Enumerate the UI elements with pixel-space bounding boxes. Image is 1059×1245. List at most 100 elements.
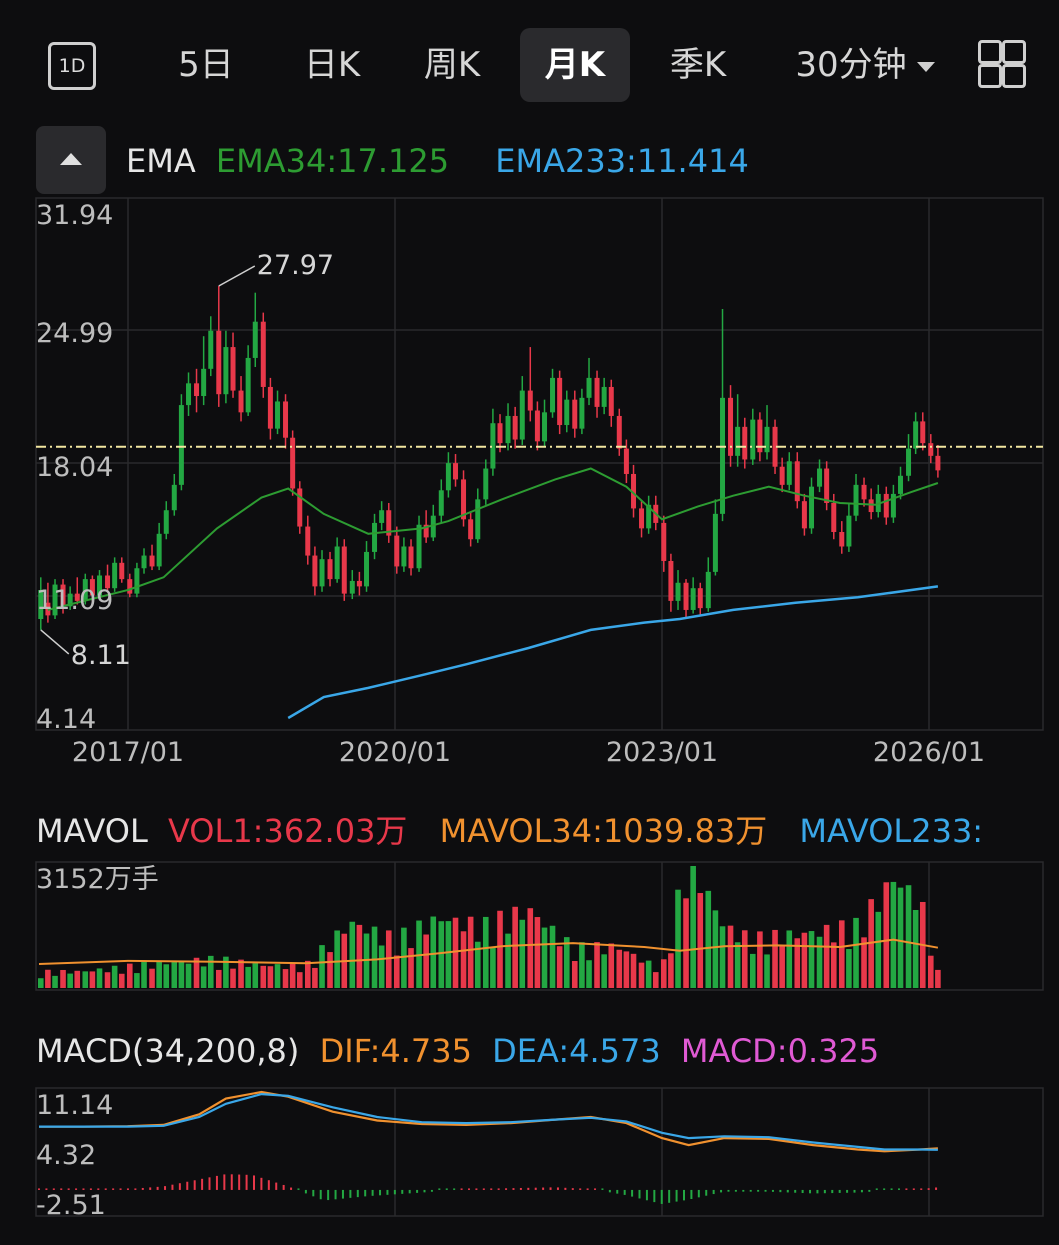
candle-body <box>512 415 518 440</box>
volume-scale-label: 3152万手 <box>36 864 159 895</box>
candle-body <box>52 584 58 616</box>
low-annotation: 8.11 <box>71 640 131 671</box>
volume-bar <box>282 969 289 988</box>
volume-bar <box>838 920 845 988</box>
volume-bar <box>45 969 51 988</box>
volume-bar <box>541 927 548 988</box>
candle-body <box>216 330 222 395</box>
volume-bar <box>401 927 407 988</box>
candle-body <box>757 419 763 453</box>
tab-5day[interactable]: 5日 <box>178 45 234 85</box>
candle-body <box>631 473 637 509</box>
y-tick-label: 11.09 <box>36 585 113 616</box>
volume-bar <box>497 910 503 988</box>
volume-bar <box>163 964 170 988</box>
candle-body <box>772 426 778 467</box>
candle-body <box>928 443 934 456</box>
volume-bar <box>82 971 89 988</box>
volume-bar <box>430 916 437 988</box>
candle-body <box>668 560 674 601</box>
candle-body <box>505 415 511 444</box>
candle-body <box>60 584 66 607</box>
volume-bar <box>371 926 378 988</box>
volume-bar <box>719 926 726 988</box>
ema-legend: EMA EMA34:17.125 EMA233:11.414 <box>126 142 759 180</box>
candle-body <box>890 493 896 518</box>
candle-body <box>497 423 503 444</box>
volume-bar <box>683 898 689 988</box>
volume-bar <box>883 882 890 988</box>
tab-daily-k[interactable]: 日K <box>303 45 361 85</box>
volume-bar <box>304 960 311 988</box>
candle-body <box>201 368 207 397</box>
candle-body <box>245 357 251 413</box>
candle-body <box>341 546 347 594</box>
tab-monthly-k[interactable]: 月K <box>520 28 630 102</box>
volume-bar <box>697 893 704 988</box>
ema34-line <box>47 467 939 611</box>
candle-body <box>186 383 192 406</box>
volume-bar <box>616 949 623 988</box>
candle-body <box>705 571 711 609</box>
tab-30min[interactable]: 30分钟 <box>780 28 950 102</box>
candle-body <box>764 426 770 453</box>
volume-bar <box>267 966 274 988</box>
volume-bar <box>846 949 852 988</box>
candle-body <box>817 468 823 487</box>
candle-body <box>194 383 200 397</box>
volume-bar <box>571 961 578 988</box>
macd-legend-title: MACD(34,200,8) <box>36 1032 300 1070</box>
volume-bar <box>594 942 600 988</box>
ema-legend-title: EMA <box>126 142 196 180</box>
grid-layout-icon[interactable] <box>978 40 1026 88</box>
volume-bar <box>207 955 214 988</box>
candle-body <box>527 390 533 411</box>
volume-bar <box>705 890 712 988</box>
candle-body <box>742 426 748 460</box>
volume-bar <box>512 906 518 988</box>
volume-bar <box>423 934 429 988</box>
volume-bar <box>296 972 303 988</box>
volume-bar <box>935 969 941 988</box>
candle-body <box>920 421 926 444</box>
candle-body <box>156 533 162 567</box>
volume-bar <box>245 966 251 988</box>
mavol34-line <box>38 938 939 965</box>
tab-1d[interactable]: 1D <box>48 42 96 90</box>
volume-bar <box>897 887 904 988</box>
volume-bar <box>104 972 111 988</box>
volume-bar <box>37 978 44 988</box>
volume-bar <box>185 963 192 988</box>
volume-bar <box>519 919 526 988</box>
tab-30min-label: 30分钟 <box>795 45 907 85</box>
candle-body <box>468 519 474 540</box>
volume-bar <box>289 963 296 988</box>
volume-bar <box>861 937 867 988</box>
ema34-legend: EMA34:17.125 <box>215 142 450 180</box>
candle-body <box>846 515 852 547</box>
volume-bar <box>608 943 615 988</box>
tab-weekly-k[interactable]: 周K <box>423 45 481 85</box>
tab-quarterly-k[interactable]: 季K <box>669 45 727 85</box>
volume-bar <box>467 916 474 988</box>
volume-bar <box>549 925 556 988</box>
candle-body <box>639 508 645 529</box>
volume-bar <box>527 908 534 988</box>
collapse-button[interactable] <box>36 126 106 194</box>
candle-body <box>720 397 726 514</box>
candle-body <box>586 377 592 398</box>
volume-bar <box>223 956 229 988</box>
candle-body <box>564 399 570 426</box>
volume-bar <box>274 964 281 988</box>
candle-body <box>67 593 73 607</box>
chevron-down-icon <box>916 61 935 72</box>
candle-body <box>327 559 333 580</box>
price-x-axis: 2017/01 2020/01 2023/01 2026/01 <box>72 737 985 768</box>
candle-body <box>297 488 303 527</box>
volume-bar <box>734 942 741 988</box>
macd-legend: MACD(34,200,8) DIF:4.735 DEA:4.573 MACD:… <box>36 1032 889 1070</box>
volume-bar <box>668 953 674 988</box>
candle-body <box>779 466 785 485</box>
candle-body <box>178 405 184 485</box>
